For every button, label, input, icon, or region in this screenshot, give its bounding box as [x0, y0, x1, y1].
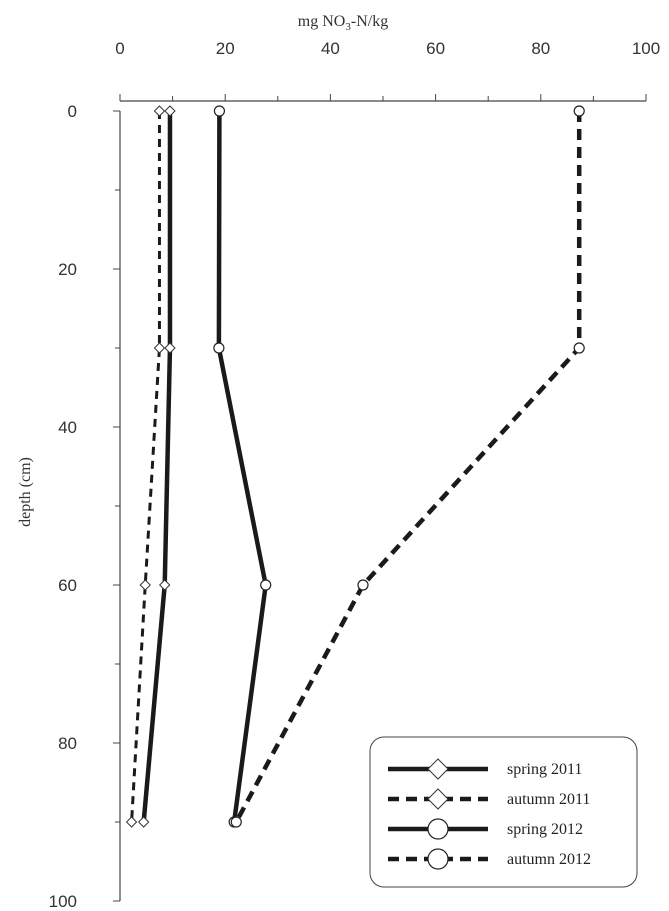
y-axis-title: depth (cm) [17, 457, 34, 527]
legend: spring 2011 autumn 2011 spring 2012 autumn … [369, 736, 638, 888]
x-tick-label: 80 [531, 39, 550, 58]
circle-marker [573, 105, 585, 117]
legend-item: spring 2011 [388, 758, 582, 780]
circle-marker [230, 816, 242, 828]
diamond-marker [125, 816, 138, 828]
legend-item: autumn 2011 [388, 788, 590, 810]
x-ticks: 0 20 40 60 80 100 [115, 39, 660, 101]
x-tick-label: 60 [426, 39, 445, 58]
x-tick-label: 100 [632, 39, 660, 58]
legend-label: autumn 2012 [507, 851, 591, 868]
diamond-marker [159, 579, 171, 591]
x-tick-label: 0 [115, 39, 124, 58]
series-line [216, 110, 268, 823]
series-line [141, 111, 173, 823]
y-tick-label: 20 [58, 260, 77, 279]
diamond-marker [153, 342, 166, 354]
diamond-marker [153, 105, 166, 117]
circle-marker [213, 342, 225, 354]
x-axis-title-suffix: -N/kg [351, 13, 388, 30]
x-axis-title-prefix: mg NO [298, 13, 346, 30]
series-spring-2012 [213, 105, 272, 828]
y-tick-label: 100 [49, 892, 77, 911]
diamond-marker [164, 105, 176, 117]
y-tick-label: 80 [58, 734, 77, 753]
series-autumn-2011 [125, 105, 166, 828]
diamond-marker [427, 758, 449, 780]
circle-marker [357, 579, 369, 591]
x-axis-title: mg NO3-N/kg [298, 13, 388, 33]
legend-items: spring 2011 autumn 2011 spring 2012 autumn … [388, 758, 591, 870]
x-tick-label: 40 [321, 39, 340, 58]
series-autumn-2012 [230, 105, 585, 828]
circle-marker [213, 105, 226, 117]
y-tick-label: 60 [58, 576, 77, 595]
diamond-marker [427, 788, 449, 810]
legend-label: spring 2012 [507, 821, 583, 838]
x-axis-title-subscript: 3 [345, 21, 351, 33]
diamond-marker [137, 816, 150, 828]
legend-label: autumn 2011 [507, 791, 590, 808]
y-tick-label: 40 [58, 418, 77, 437]
diamond-marker [164, 342, 176, 354]
axes: 0 20 40 60 80 100 0 20 40 60 80 100 [49, 39, 661, 911]
series-line [234, 111, 582, 824]
legend-label: spring 2011 [507, 761, 582, 778]
circle-marker [427, 818, 449, 840]
series-layer [125, 105, 585, 828]
legend-box [369, 736, 638, 888]
legend-item: autumn 2012 [388, 848, 591, 870]
y-tick-label: 0 [68, 102, 77, 121]
series-line [130, 111, 161, 823]
circle-marker [573, 342, 585, 354]
y-ticks: 0 20 40 60 80 100 [49, 102, 120, 911]
circle-marker [260, 579, 272, 591]
x-tick-label: 20 [216, 39, 235, 58]
circle-marker [427, 848, 449, 870]
series-spring-2011 [137, 105, 176, 828]
diamond-marker [139, 579, 151, 591]
legend-item: spring 2012 [388, 818, 583, 840]
